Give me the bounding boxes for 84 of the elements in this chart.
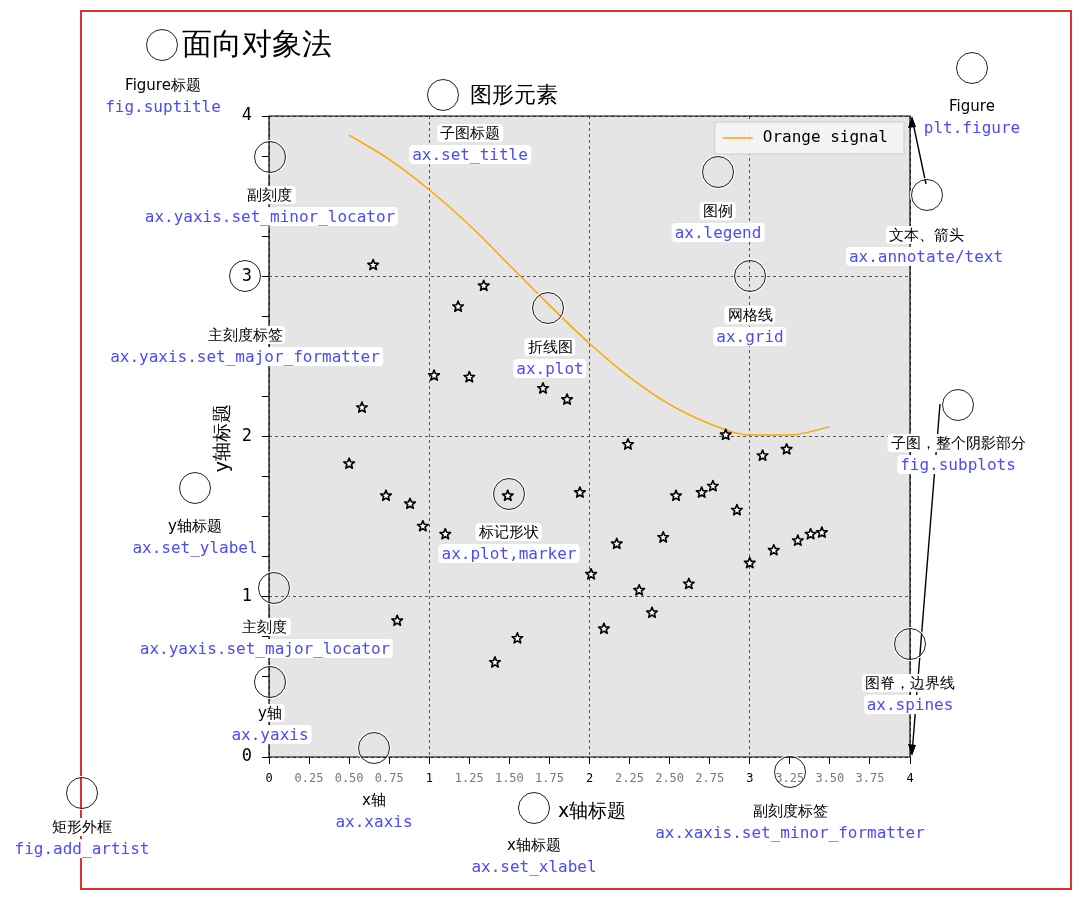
point xyxy=(780,442,793,455)
text: 副刻度标签 ax.xaxis.set_minor_formatter xyxy=(654,802,926,842)
chart-title: 面向对象法 xyxy=(182,25,332,63)
annotation: y轴 ax.yaxis xyxy=(230,704,310,744)
point xyxy=(730,503,744,516)
text: Figure标题 fig.suptitle xyxy=(104,76,222,116)
y-tick-label: 0 xyxy=(241,745,252,766)
annotation: 子图标题 ax.set_title xyxy=(411,124,529,164)
point xyxy=(621,438,635,450)
point xyxy=(804,527,817,540)
point xyxy=(391,614,404,627)
x-tick-label: 0.50 xyxy=(334,771,364,786)
x-tick-label: 4 xyxy=(906,771,914,786)
x-tick-label: 3 xyxy=(746,771,754,786)
point xyxy=(451,300,465,313)
legend-label: Orange signal xyxy=(762,127,889,147)
point xyxy=(343,457,356,470)
point xyxy=(488,656,502,668)
annotation: 主刻度标签 ax.yaxis.set_major_formatter xyxy=(109,326,381,366)
x-tick-label: 2.25 xyxy=(615,771,645,786)
point xyxy=(597,622,611,635)
annotation: 图例 ax.legend xyxy=(673,202,763,242)
x-tick-label: 2 xyxy=(585,771,594,786)
x-tick-label: 0.75 xyxy=(374,771,404,786)
chart-subtitle: 图形元素 xyxy=(470,81,558,109)
x-tick-label: 2.50 xyxy=(655,771,685,786)
point xyxy=(536,382,550,394)
point xyxy=(427,369,441,381)
annotation: 子图，整个阴影部分 fig.subplots xyxy=(889,434,1027,474)
point xyxy=(560,393,574,405)
point xyxy=(815,526,828,538)
x-tick-label: 0 xyxy=(265,771,273,786)
point xyxy=(669,489,683,502)
x-tick-label: 3.75 xyxy=(855,771,885,786)
point xyxy=(403,497,417,510)
text: 矩形外框 fig.add_artist xyxy=(13,818,151,858)
y-tick-label: 2 xyxy=(241,424,252,445)
point xyxy=(511,632,524,644)
point xyxy=(463,370,476,383)
y-tick-label: 1 xyxy=(241,585,252,606)
x-tick-label: 0.25 xyxy=(294,771,324,786)
y-tick-label: 4 xyxy=(241,104,252,125)
point xyxy=(573,486,587,498)
point xyxy=(610,537,623,550)
point xyxy=(767,543,780,556)
point xyxy=(645,606,659,619)
x-tick-label: 2.75 xyxy=(695,771,725,786)
point xyxy=(439,527,452,540)
point xyxy=(695,486,708,498)
text: y轴标题 ax.set_ylabel xyxy=(131,517,259,557)
annotation: 标记形状 ax.plot,marker xyxy=(440,523,578,563)
point xyxy=(791,534,804,546)
x-tick-label: 1 xyxy=(425,771,433,786)
annotation: 图脊，边界线 ax.spines xyxy=(864,674,956,714)
point xyxy=(367,258,380,271)
text: Figure plt.figure xyxy=(922,97,1022,137)
y-axis-title: y轴标题 xyxy=(209,403,233,473)
annotation: 网格线 ax.grid xyxy=(715,306,785,346)
point xyxy=(719,428,732,441)
text: x轴标题 ax.set_xlabel xyxy=(470,836,598,876)
x-tick-label: 1.50 xyxy=(494,771,524,786)
point xyxy=(657,531,670,543)
x-tick-label: 1.25 xyxy=(454,771,484,786)
point xyxy=(416,519,429,532)
point xyxy=(743,556,756,569)
x-tick-label: 1.75 xyxy=(534,771,564,786)
point xyxy=(379,489,393,502)
annotation: 折线图 ax.plot xyxy=(515,338,585,378)
point xyxy=(584,567,598,580)
x-axis-title: x轴标题 xyxy=(558,798,627,823)
text: x轴 ax.xaxis xyxy=(334,791,414,831)
point xyxy=(706,479,720,492)
annotation: 主刻度 ax.yaxis.set_major_locator xyxy=(138,618,392,658)
point xyxy=(633,583,646,596)
annotation: 文本、箭头 ax.annotate/text xyxy=(847,226,1005,266)
annotation: 副刻度 ax.yaxis.set_minor_locator xyxy=(143,186,397,226)
point xyxy=(682,577,695,590)
x-tick-label: 3.50 xyxy=(815,771,845,786)
point xyxy=(501,489,514,502)
point xyxy=(756,449,769,462)
x-tick-label: 3.25 xyxy=(775,771,805,786)
y-tick-label: 3 xyxy=(241,264,252,285)
point xyxy=(477,279,490,292)
point xyxy=(355,401,369,413)
